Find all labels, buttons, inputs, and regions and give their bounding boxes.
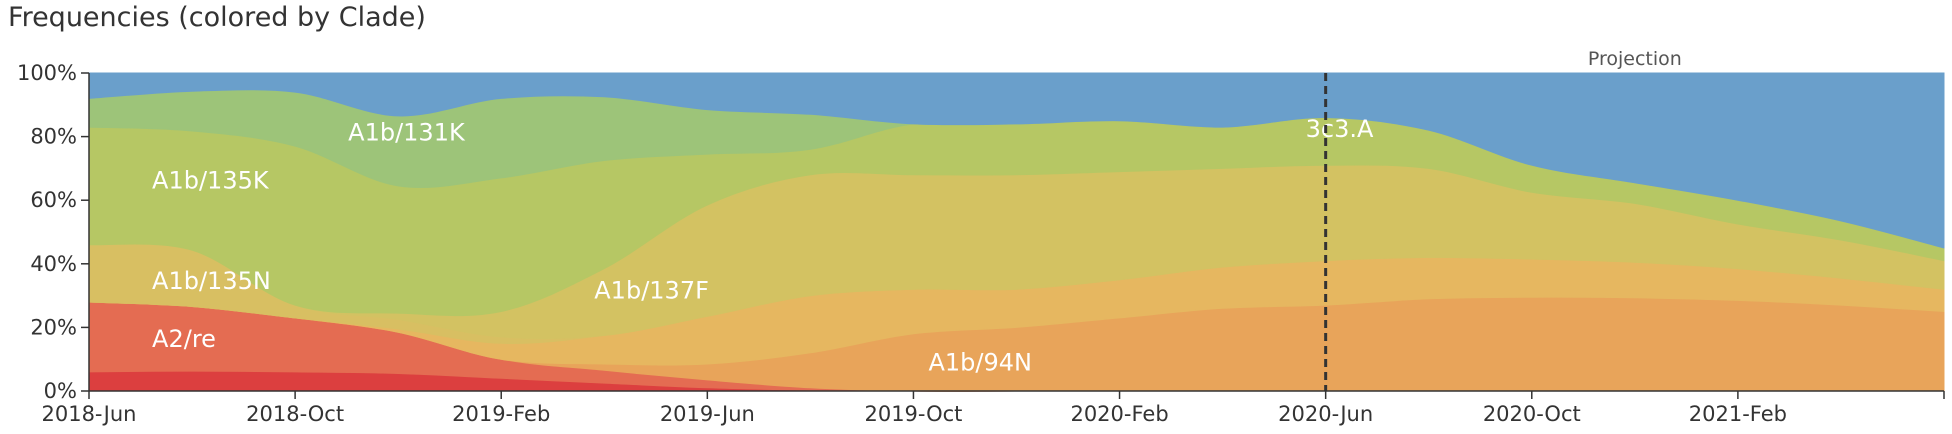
x-tick-label: 2019-Oct [864, 402, 962, 426]
x-tick-label: 2018-Jun [41, 402, 136, 426]
y-tick-label: 0% [44, 379, 77, 403]
x-tick-label: 2019-Feb [452, 402, 550, 426]
stacked-areas [88, 72, 1945, 392]
x-tick-label: 2020-Feb [1070, 402, 1168, 426]
y-tick-label: 80% [30, 125, 77, 149]
clade-labels: A2/re A1b/94N A1b/135N A1b/137F A1b/135K A1b/… [152, 115, 1374, 377]
x-tick-label: 2021-Feb [1689, 402, 1787, 426]
y-tick-label: 20% [30, 315, 77, 339]
clade-label: 3c3.A [1306, 115, 1374, 143]
clade-label: A1b/135K [152, 167, 270, 195]
clade-label: A2/re [152, 325, 216, 353]
y-tick-label: 100% [17, 61, 77, 85]
clade-label: A1b/135N [152, 267, 271, 295]
area-3c3-a [88, 72, 1945, 249]
axes: 0% 20% 40% 60% 80% 100% 2018-Jun 2018-Oct 2019-F… [17, 61, 1945, 426]
y-tick-label: 40% [30, 252, 77, 276]
x-tick-label: 2019-Jun [660, 402, 755, 426]
x-tick-label: 2018-Oct [246, 402, 344, 426]
x-tick-label: 2020-Jun [1278, 402, 1373, 426]
projection-label: Projection [1588, 48, 1682, 70]
y-tick-label: 60% [30, 188, 77, 212]
clade-label: A1b/94N [928, 348, 1032, 376]
clade-label: A1b/131K [348, 118, 466, 146]
chart-title: Frequencies (colored by Clade) [8, 2, 426, 33]
x-tick-label: 2020-Oct [1483, 402, 1581, 426]
clade-label: A1b/137F [594, 276, 709, 304]
